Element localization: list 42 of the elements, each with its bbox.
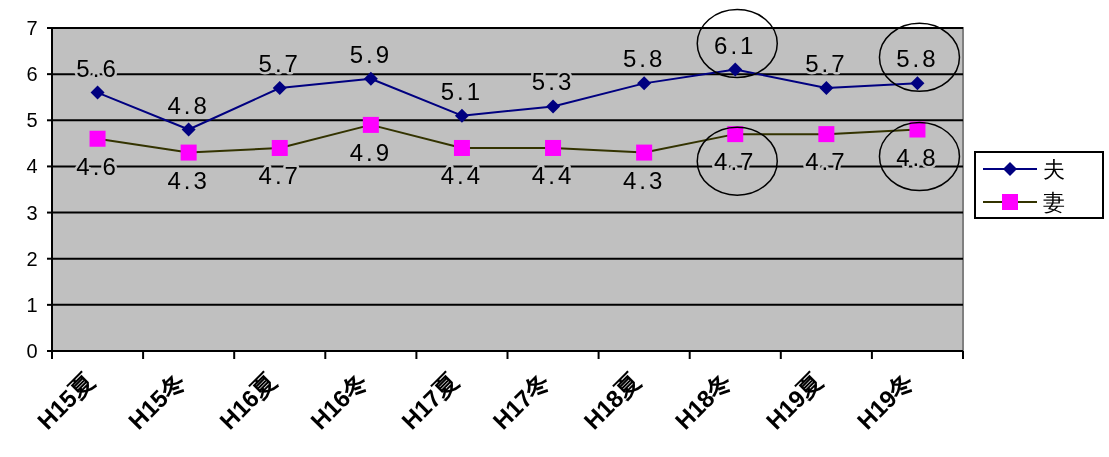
y-tick-label: 4 — [26, 155, 38, 178]
data-label: 5.8 — [896, 45, 939, 73]
point — [272, 80, 287, 95]
point — [181, 122, 196, 137]
y-tick-label: 2 — [26, 247, 38, 270]
x-tick-label: H19夏 — [760, 367, 828, 435]
legend-label: 妻 — [1043, 190, 1065, 215]
data-label: 4.4 — [531, 161, 575, 189]
data-label: 4.3 — [167, 166, 210, 194]
point — [90, 85, 105, 100]
data-label: 5.7 — [258, 49, 301, 77]
x-tick-label: H18冬 — [669, 367, 737, 435]
y-tick-label: 5 — [26, 109, 38, 132]
data-label: 5.3 — [531, 68, 575, 96]
y-tick-label: 1 — [26, 293, 38, 316]
point — [637, 76, 652, 91]
annotation: 4.7 — [258, 161, 301, 189]
x-tick-label: H16冬 — [305, 367, 373, 435]
point — [819, 80, 834, 95]
data-label: 5.9 — [349, 40, 393, 68]
point — [546, 99, 561, 114]
x-tick-label: H19冬 — [851, 367, 919, 435]
data-label: 4.8 — [896, 143, 939, 171]
data-label: 5.7 — [805, 49, 848, 77]
x-tick-label: H16夏 — [214, 367, 282, 435]
y-tick-label: 7 — [26, 17, 38, 39]
data-label: 6.1 — [714, 31, 757, 59]
data-label: 5.1 — [440, 77, 484, 105]
point — [910, 76, 925, 91]
y-tick-label: 3 — [26, 201, 38, 224]
point — [363, 71, 378, 86]
data-label: 4.9 — [349, 138, 393, 166]
y-tick-label: 6 — [26, 63, 38, 86]
x-tick-label: H18夏 — [578, 367, 646, 435]
point — [728, 62, 743, 77]
legend-label: 夫 — [1043, 157, 1065, 182]
point — [454, 108, 469, 123]
data-label: 4.4 — [440, 161, 484, 189]
data-label: 4.8 — [167, 91, 210, 119]
data-label: 4.3 — [622, 166, 666, 194]
y-tick-label: 0 — [26, 340, 38, 362]
data-label: 5.8 — [622, 45, 666, 73]
